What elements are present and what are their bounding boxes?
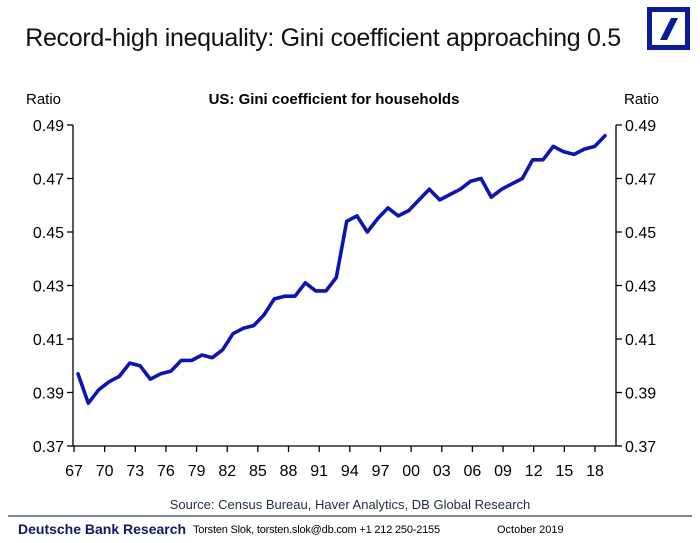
slash-icon [660, 18, 678, 40]
x-tick-label: 79 [188, 463, 206, 480]
y-tick-label-right: 0.43 [625, 279, 656, 296]
source-note: Source: Census Bureau, Haver Analytics, … [169, 497, 531, 512]
chart-title: US: Gini coefficient for households [209, 91, 460, 108]
x-tick-label: 97 [372, 463, 390, 480]
footer-divider [8, 515, 692, 517]
y-tick-label-right: 0.39 [625, 386, 656, 403]
footer-contact: Torsten Slok, torsten.slok@db.com +1 212… [193, 524, 440, 536]
y-tick-label-right: 0.45 [625, 225, 656, 242]
x-tick-label: 67 [65, 463, 83, 480]
x-tick-label: 76 [157, 463, 175, 480]
y-tick-label-right: 0.37 [625, 439, 656, 456]
y-axis-label-left: Ratio [26, 91, 61, 108]
x-tick-label: 15 [555, 463, 573, 480]
x-tick-label: 91 [310, 463, 328, 480]
footer-brand: Deutsche Bank Research [18, 521, 187, 537]
y-axis-label-right: Ratio [624, 91, 659, 108]
x-tick-label: 00 [402, 463, 420, 480]
x-tick-label: 70 [96, 463, 114, 480]
y-tick-label-left: 0.45 [33, 225, 64, 242]
x-tick-label: 94 [341, 463, 359, 480]
y-tick-label-left: 0.47 [33, 172, 64, 189]
page-title: Record-high inequality: Gini coefficient… [25, 24, 621, 52]
x-tick-label: 18 [586, 463, 604, 480]
x-tick-label: 88 [280, 463, 298, 480]
footer-date: October 2019 [497, 524, 564, 536]
x-tick-label: 12 [525, 463, 543, 480]
y-tick-label-left: 0.49 [33, 118, 64, 135]
y-tick-label-right: 0.47 [625, 172, 656, 189]
x-tick-label: 06 [464, 463, 482, 480]
x-tick-label: 03 [433, 463, 451, 480]
y-tick-label-right: 0.49 [625, 118, 656, 135]
y-tick-label-left: 0.39 [33, 386, 64, 403]
x-tick-label: 82 [218, 463, 236, 480]
y-tick-label-right: 0.41 [625, 332, 656, 349]
y-tick-label-left: 0.43 [33, 279, 64, 296]
series-line-gini [76, 133, 607, 405]
y-tick-label-left: 0.37 [33, 439, 64, 456]
gini-line-chart: US: Gini coefficient for households Rati… [26, 91, 659, 480]
y-tick-label-left: 0.41 [33, 332, 64, 349]
deutsche-bank-logo [647, 7, 690, 50]
x-tick-label: 85 [249, 463, 267, 480]
x-tick-label: 73 [126, 463, 144, 480]
x-tick-label: 09 [494, 463, 512, 480]
